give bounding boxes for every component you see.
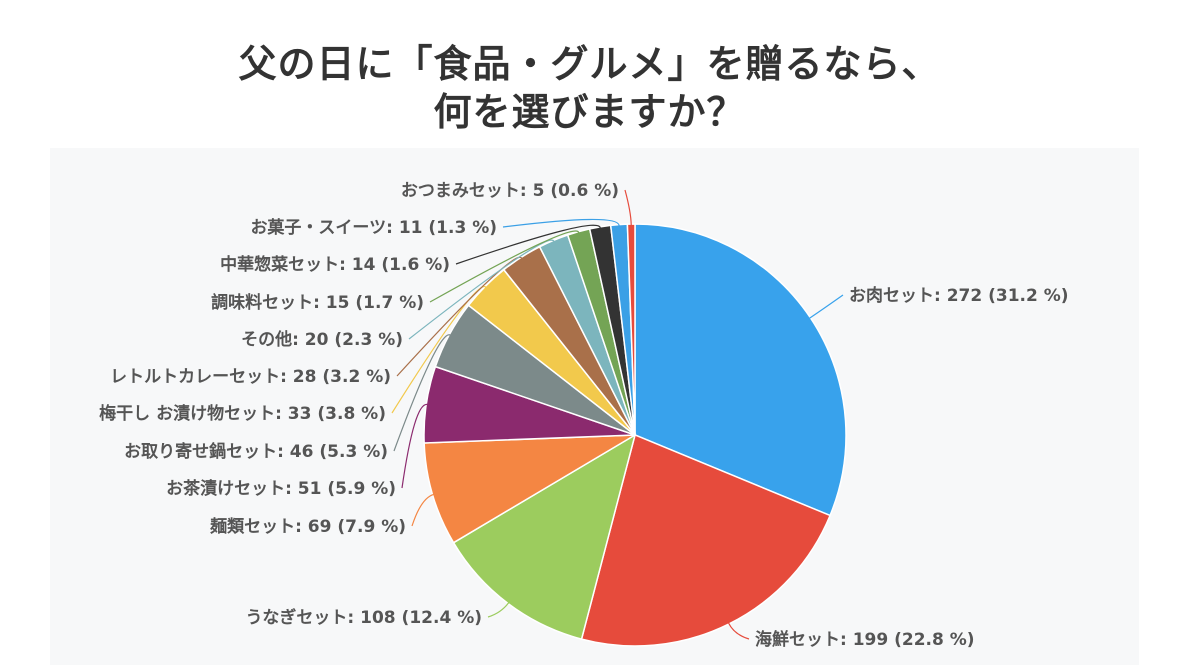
slice-label: 麺類セット: 69 (7.9 %): [209, 517, 406, 537]
leader-line: [809, 294, 844, 319]
slice-label: うなぎセット: 108 (12.4 %): [245, 607, 482, 628]
slice-label: 調味料セット: 15 (1.7 %): [211, 292, 424, 313]
pie-slices: [423, 223, 847, 647]
chart-title-line-2: 何を選びますか？: [433, 90, 746, 134]
slice-label: お肉セット: 272 (31.2 %): [849, 285, 1069, 306]
leader-line: [487, 602, 510, 618]
leader-line: [624, 189, 632, 226]
slice-label: その他: 20 (2.3 %): [241, 329, 403, 350]
slice-label: お取り寄せ鍋セット: 46 (5.3 %): [124, 441, 388, 462]
leader-line: [408, 239, 555, 340]
slice-label: 中華惣菜セット: 14 (1.6 %): [220, 254, 450, 275]
slice-label: 海鮮セット: 199 (22.8 %): [755, 629, 975, 650]
leader-line: [728, 622, 750, 640]
leader-line: [455, 224, 601, 265]
slice-label: 梅干し お漬け物セット: 33 (3.8 %): [99, 403, 386, 424]
slice-label: レトルトカレーセット: 28 (3.2 %): [110, 367, 391, 387]
chart-title-line-1: 父の日に「食品・グルメ」を贈るなら、: [238, 42, 941, 86]
pie-chart: お肉セット: 272 (31.2 %) 海鮮セット: 199 (22.8 %) うな…: [99, 181, 1068, 650]
slice-labels: お肉セット: 272 (31.2 %) 海鮮セット: 199 (22.8 %) うな…: [99, 181, 1068, 650]
leader-lines: [391, 189, 844, 640]
leader-line: [429, 230, 580, 303]
leader-line: [401, 403, 428, 489]
leader-line: [393, 334, 451, 452]
leader-line: [411, 493, 434, 527]
chart-title: 父の日に「食品・グルメ」を贈るなら、 何を選びますか？: [0, 40, 1179, 136]
slice-label: お茶漬けセット: 51 (5.9 %): [166, 478, 396, 499]
leader-line: [502, 218, 620, 228]
slice-label: お菓子・スイーツ: 11 (1.3 %): [250, 218, 497, 238]
slice-label: おつまみセット: 5 (0.6 %): [401, 181, 619, 201]
chart-panel: お肉セット: 272 (31.2 %) 海鮮セット: 199 (22.8 %) うな…: [50, 148, 1139, 665]
